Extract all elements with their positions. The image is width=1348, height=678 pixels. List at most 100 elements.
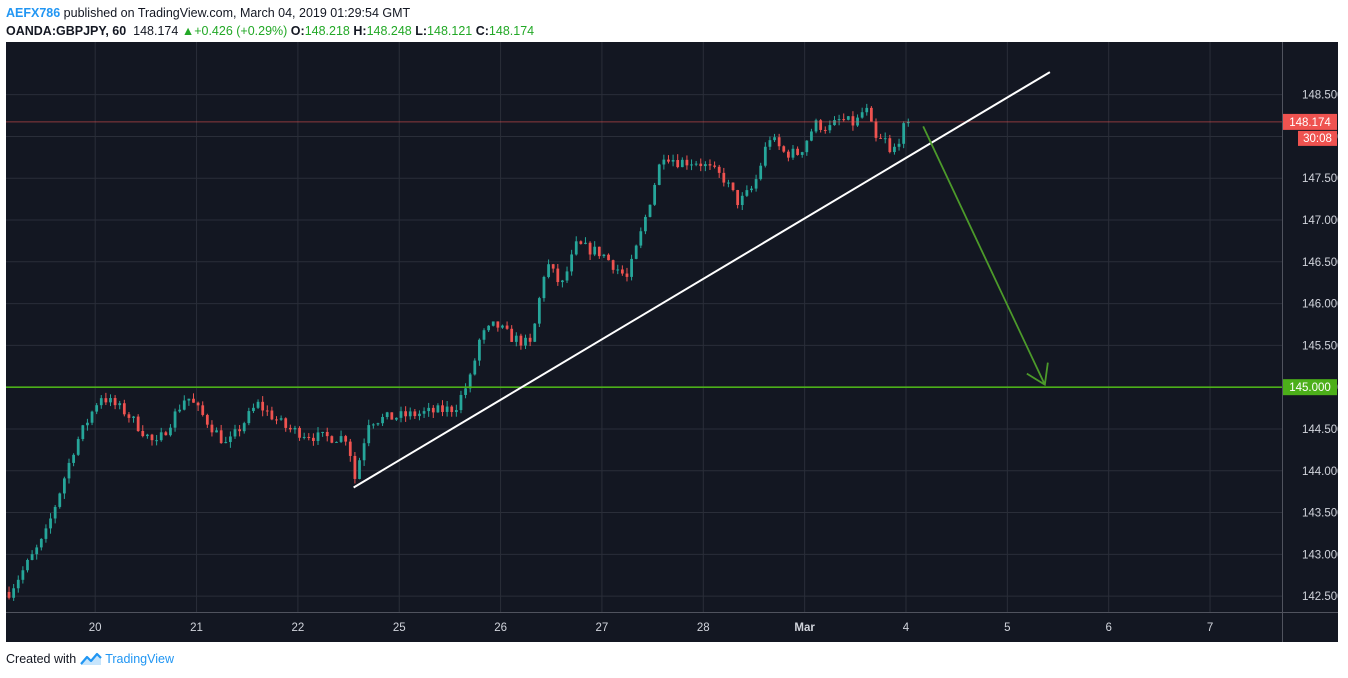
candle-body (339, 436, 343, 442)
candle-body (814, 120, 818, 132)
time-tick-label: 5 (1004, 622, 1010, 634)
candle-body (395, 417, 398, 420)
candle-body (593, 246, 597, 255)
time-tick-label: 4 (903, 622, 910, 634)
candle-body (247, 411, 251, 424)
candle-body (699, 163, 703, 167)
candle-body (39, 538, 43, 548)
candle-body (454, 410, 458, 413)
candle-body (229, 436, 232, 443)
open-value: 148.218 (304, 24, 350, 38)
candle-body (551, 264, 555, 269)
forecast-arrow-head (1026, 362, 1049, 387)
chart-header: AEFX786 published on TradingView.com, Ma… (6, 4, 1336, 40)
low-label: L: (415, 24, 428, 38)
candle-body (358, 460, 361, 479)
candle-body (348, 441, 352, 456)
candle-body (556, 268, 560, 283)
candle-body (496, 321, 500, 328)
candle-body (210, 424, 214, 433)
price-tick-label: 147.500 (1302, 173, 1338, 185)
price-tick-label: 146.000 (1302, 299, 1338, 311)
candle-body (459, 394, 463, 411)
candle-body (270, 410, 274, 420)
candle-body (759, 165, 763, 180)
candle-body (727, 182, 730, 184)
candle-body (524, 337, 527, 346)
price-tick-label: 144.000 (1302, 466, 1338, 478)
candle-body (95, 405, 99, 412)
candle-body (418, 413, 421, 417)
candle-body (450, 406, 454, 413)
candle-body (122, 403, 126, 415)
chart-frame[interactable]: 142.500 143.000 143.500 144.000 144.500 145.0… (6, 42, 1344, 642)
candle-body (21, 570, 25, 580)
candle-body (445, 406, 449, 412)
candle-body (625, 273, 629, 277)
candle-body (685, 159, 689, 166)
candle-body (869, 107, 873, 122)
candle-body (514, 335, 518, 342)
candle-body (611, 260, 615, 270)
candle-body (510, 328, 514, 342)
close-value: 148.174 (488, 24, 535, 38)
price-tick-label: 143.500 (1302, 508, 1338, 520)
author-link[interactable]: AEFX786 (6, 6, 61, 20)
candle-body (307, 436, 311, 438)
candle-body (390, 412, 394, 420)
candle-body (639, 231, 643, 246)
candle-body (146, 434, 149, 437)
candle-body (224, 442, 228, 444)
candle-body (671, 159, 675, 162)
candle-body (837, 119, 841, 121)
candle-body (667, 159, 670, 162)
candle-body (136, 416, 140, 432)
candle-body (888, 138, 892, 153)
candle-body (768, 140, 772, 147)
candle-body (501, 325, 504, 328)
candle-body (579, 241, 583, 244)
candle-body (565, 271, 569, 281)
candle-body (763, 146, 767, 166)
candle-body (519, 335, 523, 346)
close-label: C: (475, 24, 489, 38)
candle-body (750, 188, 753, 191)
candle-body (736, 190, 740, 206)
candle-body (653, 184, 657, 205)
candle-body (353, 455, 357, 479)
candle-body (187, 398, 191, 401)
candle-body (293, 427, 297, 430)
low-value: 148.121 (427, 24, 473, 38)
candle-body (810, 131, 813, 141)
price-tick-label: 144.500 (1302, 424, 1338, 436)
candle-body (597, 246, 601, 257)
price-chart[interactable]: 142.500 143.000 143.500 144.000 144.500 145.0… (6, 42, 1344, 642)
candle-body (800, 152, 804, 155)
candle-body (49, 518, 52, 529)
candle-body (468, 374, 472, 389)
candle-body (413, 411, 417, 417)
candle-body (192, 398, 195, 403)
candle-body (441, 405, 444, 412)
candle-body (109, 398, 112, 403)
candle-body (62, 478, 66, 494)
chart-background (6, 42, 1338, 642)
candle-body (371, 424, 375, 426)
publish-info: published on TradingView.com, March 04, … (60, 6, 411, 20)
candle-body (574, 241, 578, 255)
tradingview-brand-link[interactable]: TradingView (105, 652, 174, 666)
tradingview-logo-icon (80, 652, 102, 665)
candle-body (906, 121, 910, 124)
time-tick-label: 20 (89, 622, 102, 634)
candle-body (404, 411, 408, 417)
candle-body (321, 431, 325, 433)
candle-body (644, 216, 647, 232)
candle-body (676, 159, 680, 168)
candle-body (99, 398, 103, 406)
candle-body (118, 403, 122, 406)
candle-body (362, 443, 366, 461)
forecast-arrow-shaft (922, 126, 1046, 386)
last-price-tag (1283, 113, 1337, 130)
candle-body (717, 166, 721, 173)
time-tick-label: 6 (1105, 622, 1111, 634)
